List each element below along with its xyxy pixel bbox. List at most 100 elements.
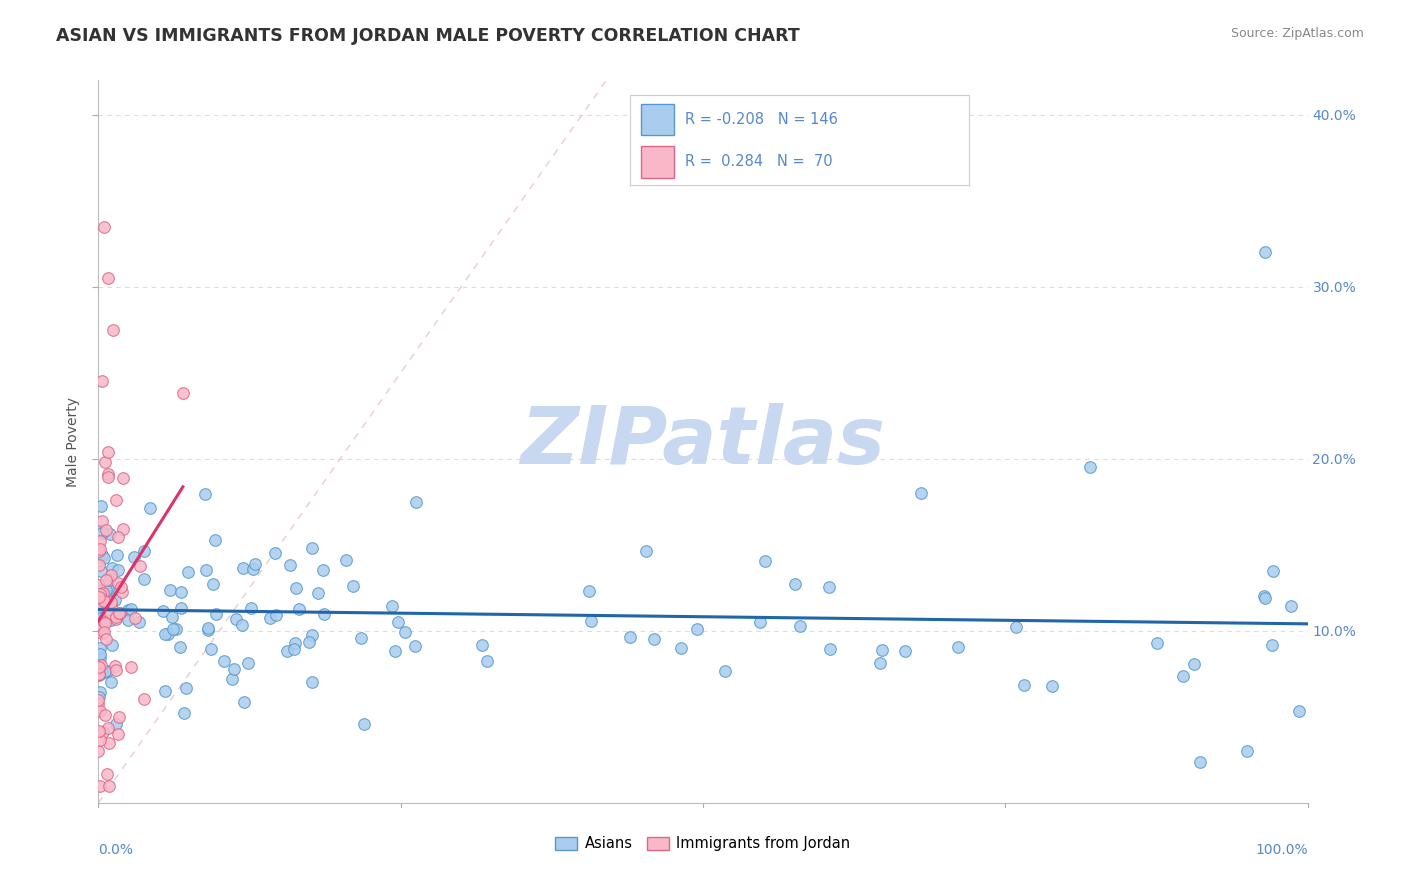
Point: [128, 615, 150, 629]
Text: Source: ZipAtlas.com: Source: ZipAtlas.com: [1230, 27, 1364, 40]
Point: [754, 554, 776, 568]
Point: [93, 616, 115, 631]
Point: [94, 455, 117, 469]
Point: [89, 779, 111, 793]
Text: ASIAN VS IMMIGRANTS FROM JORDAN MALE POVERTY CORRELATION CHART: ASIAN VS IMMIGRANTS FROM JORDAN MALE POV…: [56, 27, 800, 45]
Point: [90, 565, 112, 579]
Point: [91, 375, 114, 389]
Point: [100, 613, 122, 627]
Point: [176, 681, 198, 696]
Point: [239, 601, 262, 615]
Point: [89, 587, 111, 601]
Point: [307, 586, 329, 600]
Point: [946, 640, 969, 654]
Point: [98, 736, 121, 750]
Point: [91, 525, 114, 540]
Point: [91, 586, 114, 600]
Point: [89, 732, 111, 747]
Point: [93, 664, 115, 678]
Point: [152, 604, 174, 618]
Point: [910, 486, 932, 500]
Point: [87, 583, 110, 598]
Point: [387, 615, 409, 629]
Point: [172, 386, 194, 401]
Point: [204, 607, 226, 621]
Point: [87, 744, 110, 758]
Point: [153, 683, 176, 698]
Point: [404, 640, 426, 654]
Point: [89, 603, 111, 617]
Point: [748, 615, 770, 630]
Point: [107, 727, 129, 741]
Point: [100, 675, 122, 690]
Point: [288, 602, 311, 616]
Text: ZIPatlas: ZIPatlas: [520, 402, 886, 481]
Point: [1078, 460, 1101, 475]
Point: [94, 585, 117, 599]
Point: [96, 632, 118, 646]
Point: [276, 643, 298, 657]
Point: [122, 549, 145, 564]
Point: [90, 590, 112, 604]
Point: [1188, 756, 1211, 770]
Point: [108, 710, 131, 724]
Point: [160, 609, 183, 624]
Point: [91, 724, 114, 739]
Point: [107, 530, 129, 544]
Point: [97, 444, 120, 458]
Point: [94, 707, 117, 722]
Point: [134, 692, 156, 706]
Point: [278, 558, 301, 572]
Point: [87, 578, 110, 592]
Point: [197, 621, 219, 635]
Point: [87, 693, 110, 707]
Point: [284, 582, 307, 596]
Point: [89, 604, 111, 618]
Point: [201, 577, 224, 591]
Point: [221, 672, 243, 686]
Point: [232, 695, 254, 709]
Point: [111, 471, 134, 485]
Point: [342, 579, 364, 593]
Point: [101, 638, 124, 652]
Point: [89, 690, 111, 705]
Point: [105, 664, 128, 678]
Point: [169, 640, 191, 655]
Point: [87, 543, 110, 558]
Point: [87, 524, 110, 538]
Point: [259, 610, 281, 624]
Point: [236, 657, 259, 671]
Point: [87, 723, 110, 738]
Point: [98, 606, 121, 620]
Point: [90, 584, 112, 599]
Point: [713, 664, 735, 678]
Point: [301, 628, 323, 642]
Point: [818, 580, 841, 594]
Y-axis label: Male Poverty: Male Poverty: [66, 397, 80, 486]
Point: [471, 638, 494, 652]
Point: [284, 636, 307, 650]
Point: [100, 567, 122, 582]
Point: [1182, 657, 1205, 671]
Point: [134, 544, 156, 558]
Point: [97, 582, 120, 596]
Point: [93, 615, 115, 629]
Point: [87, 584, 110, 599]
Point: [89, 704, 111, 718]
Point: [87, 590, 110, 604]
Point: [1261, 564, 1284, 578]
Point: [177, 565, 200, 579]
Point: [100, 599, 122, 613]
Point: [104, 612, 127, 626]
Point: [90, 611, 112, 625]
Point: [89, 647, 111, 661]
Point: [301, 674, 323, 689]
Point: [120, 602, 142, 616]
Point: [194, 487, 217, 501]
Point: [870, 643, 893, 657]
Point: [1261, 639, 1284, 653]
Point: [1171, 669, 1194, 683]
Point: [1254, 245, 1277, 260]
Point: [104, 593, 127, 607]
Text: 100.0%: 100.0%: [1256, 843, 1308, 856]
